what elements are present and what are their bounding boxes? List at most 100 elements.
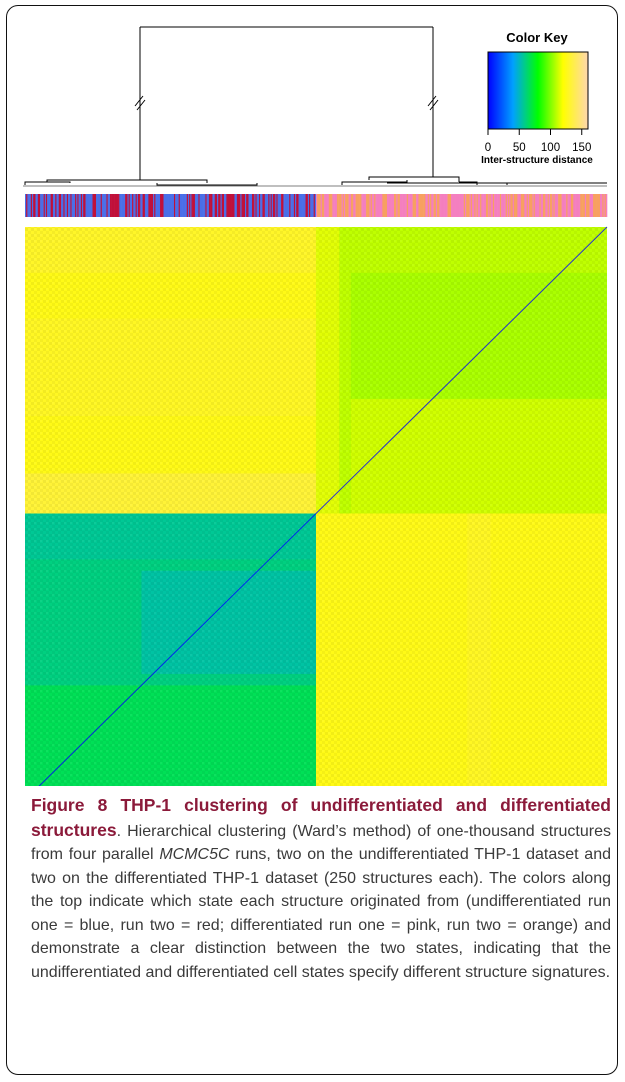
run-color-stripe: [127, 194, 129, 217]
run-color-stripe: [381, 194, 383, 217]
run-color-stripe: [38, 194, 41, 217]
run-color-stripe: [575, 194, 578, 217]
run-color-stripe: [242, 194, 245, 217]
run-color-stripe: [45, 194, 48, 217]
run-color-stripe: [272, 194, 275, 217]
run-color-stripe: [42, 194, 44, 217]
run-color-stripe: [212, 194, 214, 217]
run-color-stripe: [248, 194, 250, 217]
run-color-stripe: [567, 194, 569, 217]
run-color-stripe: [199, 194, 202, 217]
run-color-stripe: [262, 194, 264, 217]
run-color-stripe: [566, 194, 568, 217]
run-color-stripe: [506, 194, 509, 217]
run-color-stripe: [70, 194, 72, 217]
run-color-stripe: [292, 194, 295, 217]
run-color-stripe: [388, 194, 390, 217]
run-color-stripe: [214, 194, 217, 217]
run-color-stripe: [150, 194, 153, 217]
run-color-stripe: [317, 194, 319, 217]
run-color-stripe: [250, 194, 253, 217]
run-color-stripe: [430, 194, 432, 217]
run-color-stripe: [255, 194, 257, 217]
run-color-stripe: [105, 194, 107, 217]
run-color-stripe: [369, 194, 372, 217]
run-color-stripe: [281, 194, 283, 217]
run-color-stripe: [111, 194, 113, 217]
run-color-stripe: [594, 194, 596, 217]
run-color-stripe: [221, 194, 224, 217]
run-color-stripe: [573, 194, 575, 217]
run-color-stripe: [186, 194, 189, 217]
run-color-stripe: [505, 194, 508, 217]
run-color-stripe: [61, 194, 63, 217]
dendrogram: [23, 26, 607, 187]
run-color-stripe: [404, 194, 406, 217]
distance-heatmap: [25, 226, 608, 786]
run-color-stripe: [568, 194, 571, 217]
run-color-stripe: [559, 194, 561, 217]
run-color-stripe: [228, 194, 231, 217]
run-color-stripe: [461, 194, 463, 217]
run-color-stripe: [300, 194, 303, 217]
run-color-stripe: [362, 194, 365, 217]
run-color-stripe: [312, 194, 314, 217]
run-color-stripe: [311, 194, 313, 217]
run-color-stripe: [101, 194, 104, 217]
run-color-stripe: [340, 194, 342, 217]
run-color-stripe: [319, 194, 321, 217]
run-color-stripe: [577, 194, 580, 217]
run-color-stripe: [106, 194, 108, 217]
run-color-stripe: [495, 194, 497, 217]
run-color-stripe: [218, 194, 220, 217]
run-color-stripe: [569, 194, 572, 217]
run-color-stripe: [217, 194, 219, 217]
run-color-stripe: [476, 194, 479, 217]
run-color-stripe: [385, 194, 388, 217]
run-color-stripe: [207, 194, 210, 217]
run-color-stripe: [225, 194, 227, 217]
run-color-stripe: [239, 194, 241, 217]
run-color-stripe: [570, 194, 573, 217]
run-color-stripe: [446, 194, 448, 217]
run-color-stripe: [187, 194, 190, 217]
run-color-stripe: [522, 194, 524, 217]
run-color-stripe: [400, 194, 403, 217]
run-color-stripe: [387, 194, 389, 217]
run-color-stripe: [363, 194, 366, 217]
run-color-stripe: [251, 194, 254, 217]
run-color-stripe: [191, 194, 193, 217]
run-color-stripe: [232, 194, 234, 217]
run-color-stripe: [157, 194, 160, 217]
run-color-stripe: [161, 194, 163, 217]
run-color-stripe: [129, 194, 132, 217]
run-color-stripe: [438, 194, 440, 217]
run-color-stripe: [552, 194, 554, 217]
run-color-stripe: [403, 194, 405, 217]
run-color-stripe: [482, 194, 484, 217]
run-color-stripe: [112, 194, 114, 217]
run-color-stripe: [25, 194, 27, 217]
run-color-stripe: [581, 194, 583, 217]
figure-frame: Color Key 0 50 100 150 Inter-structure dist…: [6, 5, 618, 1075]
run-color-stripe: [478, 194, 481, 217]
run-color-stripe: [433, 194, 436, 217]
run-color-stripe: [576, 194, 579, 217]
run-color-stripe: [173, 194, 176, 217]
run-color-stripe: [378, 194, 381, 217]
run-color-stripe: [515, 194, 517, 217]
run-color-stripe: [158, 194, 161, 217]
run-color-stripe: [37, 194, 40, 217]
run-color-stripe: [78, 194, 81, 217]
run-color-stripe: [196, 194, 198, 217]
run-color-stripe: [384, 194, 387, 217]
run-color-stripe: [164, 194, 167, 217]
run-color-stripe: [412, 194, 415, 217]
color-key-tick-label: 50: [513, 142, 526, 154]
run-color-stripe: [377, 194, 380, 217]
run-color-stripe: [33, 194, 35, 217]
run-color-stripe: [41, 194, 43, 217]
run-color-stripe: [220, 194, 223, 217]
figure-canvas: Color Key 0 50 100 150 Inter-structure dist…: [23, 26, 608, 786]
run-color-stripe: [453, 194, 455, 217]
